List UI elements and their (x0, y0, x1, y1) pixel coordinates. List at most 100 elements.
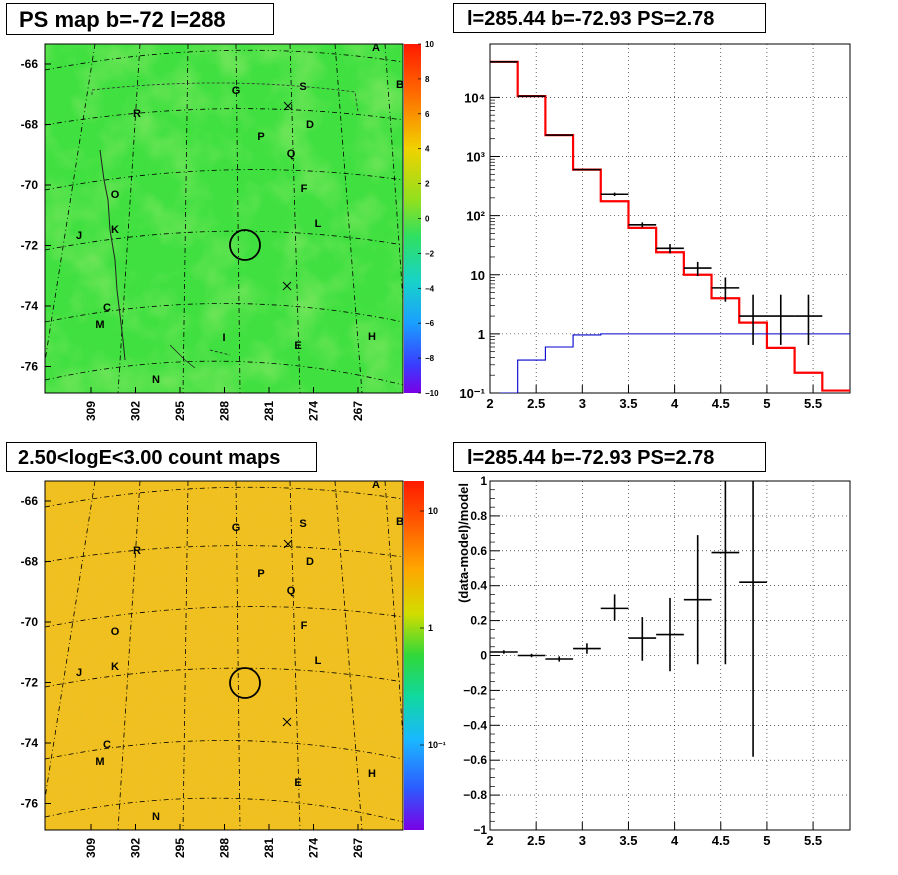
x-tick-label: 302 (129, 838, 143, 858)
ps-map-colorbar-ticks: 10 8 6 4 2 0 −2 −4 −6 −8 −10 (418, 40, 439, 398)
x-tick-label: 274 (307, 838, 321, 858)
colorbar-tick-label: 8 (425, 75, 430, 84)
x-tick-label: 3.5 (619, 833, 637, 848)
y-tick-label: -76 (21, 797, 39, 811)
residual-points (490, 481, 767, 757)
data-point (766, 294, 795, 345)
x-tick-label: 309 (84, 838, 98, 858)
source-label-n: N (152, 811, 160, 823)
residual-panel: −1 −0.8 −0.6 −0.4 −0.2 0 0.2 0.4 0.6 0.8 1 2 2.5 3 3.… (456, 474, 851, 848)
residual-point (573, 643, 601, 654)
y-tick-label: −0.2 (463, 683, 487, 697)
y-tick-label: -72 (21, 676, 39, 690)
colorbar-tick-label: −6 (425, 319, 435, 328)
y-tick-label: -68 (21, 555, 39, 569)
y-tick-label: 1 (480, 474, 487, 488)
data-point (794, 294, 823, 345)
count-map-speckle-green (45, 481, 403, 830)
source-label-q: Q (287, 148, 296, 160)
y-tick-label: 10⁻¹ (459, 386, 485, 401)
colorbar-tick-label: 0 (425, 215, 430, 224)
colorbar-tick-label: −10 (425, 389, 439, 398)
x-tick-label: 3.5 (619, 396, 637, 411)
x-tick-label: 5 (763, 833, 770, 848)
source-label-f: F (301, 183, 308, 195)
x-tick-label: 2.5 (527, 396, 545, 411)
colorbar-tick-label: −8 (425, 354, 435, 363)
source-label-p: P (257, 568, 264, 580)
colorbar-tick-label: 1 (428, 623, 433, 633)
ps-map-x-ticks: 309 302 295 288 281 274 267 (84, 387, 365, 421)
data-point (683, 261, 712, 277)
y-tick-label: 0.4 (470, 579, 487, 593)
y-tick-label: −0.8 (463, 788, 487, 802)
count-map-roi-circle (229, 667, 261, 699)
residual-point (656, 597, 684, 672)
x-tick-label: 4.5 (712, 396, 730, 411)
source-label-k: K (111, 224, 119, 236)
colorbar-tick-label: 2 (425, 180, 430, 189)
y-tick-label: -66 (21, 57, 39, 71)
data-point (711, 277, 740, 302)
y-tick-label: −1 (473, 823, 487, 837)
x-tick-label: 267 (351, 401, 365, 421)
source-label-g: G (232, 85, 241, 97)
data-point (600, 192, 629, 196)
residual-point (545, 656, 574, 662)
source-label-e: E (294, 340, 301, 352)
source-label-g: G (232, 522, 241, 534)
data-point (628, 222, 657, 228)
y-tick-label: 1 (478, 327, 485, 342)
y-tick-label: 0.6 (470, 544, 487, 558)
source-label-j: J (76, 230, 82, 242)
source-label-e: E (294, 777, 301, 789)
x-tick-label: 281 (262, 401, 276, 421)
x-tick-label: 302 (129, 401, 143, 421)
source-label-n: N (152, 374, 160, 386)
y-tick-label: -72 (21, 239, 39, 253)
source-label-f: F (301, 620, 308, 632)
source-label-r: R (133, 545, 141, 557)
source-label-s: S (299, 518, 306, 530)
ps-map-texture-2 (45, 44, 403, 393)
data-point (739, 294, 767, 345)
count-map-y-ticks: -66 -68 -70 -72 -74 -76 (21, 494, 51, 811)
colorbar-tick-label: 4 (425, 145, 430, 154)
source-label-r: R (133, 108, 141, 120)
source-label-q: Q (287, 585, 296, 597)
source-label-s: S (299, 81, 306, 93)
ps-map-colorbar (404, 44, 421, 393)
source-label-h: H (368, 331, 376, 343)
x-tick-label: 4.5 (712, 833, 730, 848)
residual-point (517, 653, 546, 658)
source-label-l: L (315, 655, 322, 667)
residual-x-ticks: 2 2.5 3 3.5 4 4.5 5 5.5 (486, 822, 822, 848)
x-tick-label: 2 (486, 396, 493, 411)
y-tick-label: 0.2 (470, 614, 487, 628)
x-tick-label: 3 (579, 833, 586, 848)
x-tick-label: 4 (671, 833, 679, 848)
source-label-b: B (396, 79, 404, 91)
x-tick-label: 267 (351, 838, 365, 858)
model-background-step (490, 333, 850, 393)
x-tick-label: 274 (307, 401, 321, 421)
ps-map-y-ticks: -66 -68 -70 -72 -74 -76 (21, 57, 51, 374)
count-map-colorbar (404, 481, 424, 830)
residual-point (711, 481, 740, 665)
source-label-c: C (103, 302, 111, 314)
x-tick-label: 2 (486, 833, 493, 848)
source-label-k: K (111, 661, 119, 673)
spectrum-x-ticks: 2 2.5 3 3.5 4 4.5 5 5.5 (486, 385, 822, 411)
y-tick-label: -76 (21, 360, 39, 374)
ps-map-panel: A B G S R D P Q O F J K L CM H E I N 10 8 6 4 2 0 −2 −4 −6 −8 −10 -… (21, 40, 439, 421)
y-tick-label: -74 (21, 299, 39, 313)
residual-point (683, 535, 712, 665)
source-label-o: O (111, 189, 120, 201)
x-tick-label: 288 (218, 401, 232, 421)
source-label-m: M (95, 319, 104, 331)
residual-y-ticks: −1 −0.8 −0.6 −0.4 −0.2 0 0.2 0.4 0.6 0.8 1 (463, 474, 500, 837)
y-tick-label: −0.4 (463, 718, 487, 732)
residual-point (490, 650, 518, 654)
x-tick-label: 288 (218, 838, 232, 858)
